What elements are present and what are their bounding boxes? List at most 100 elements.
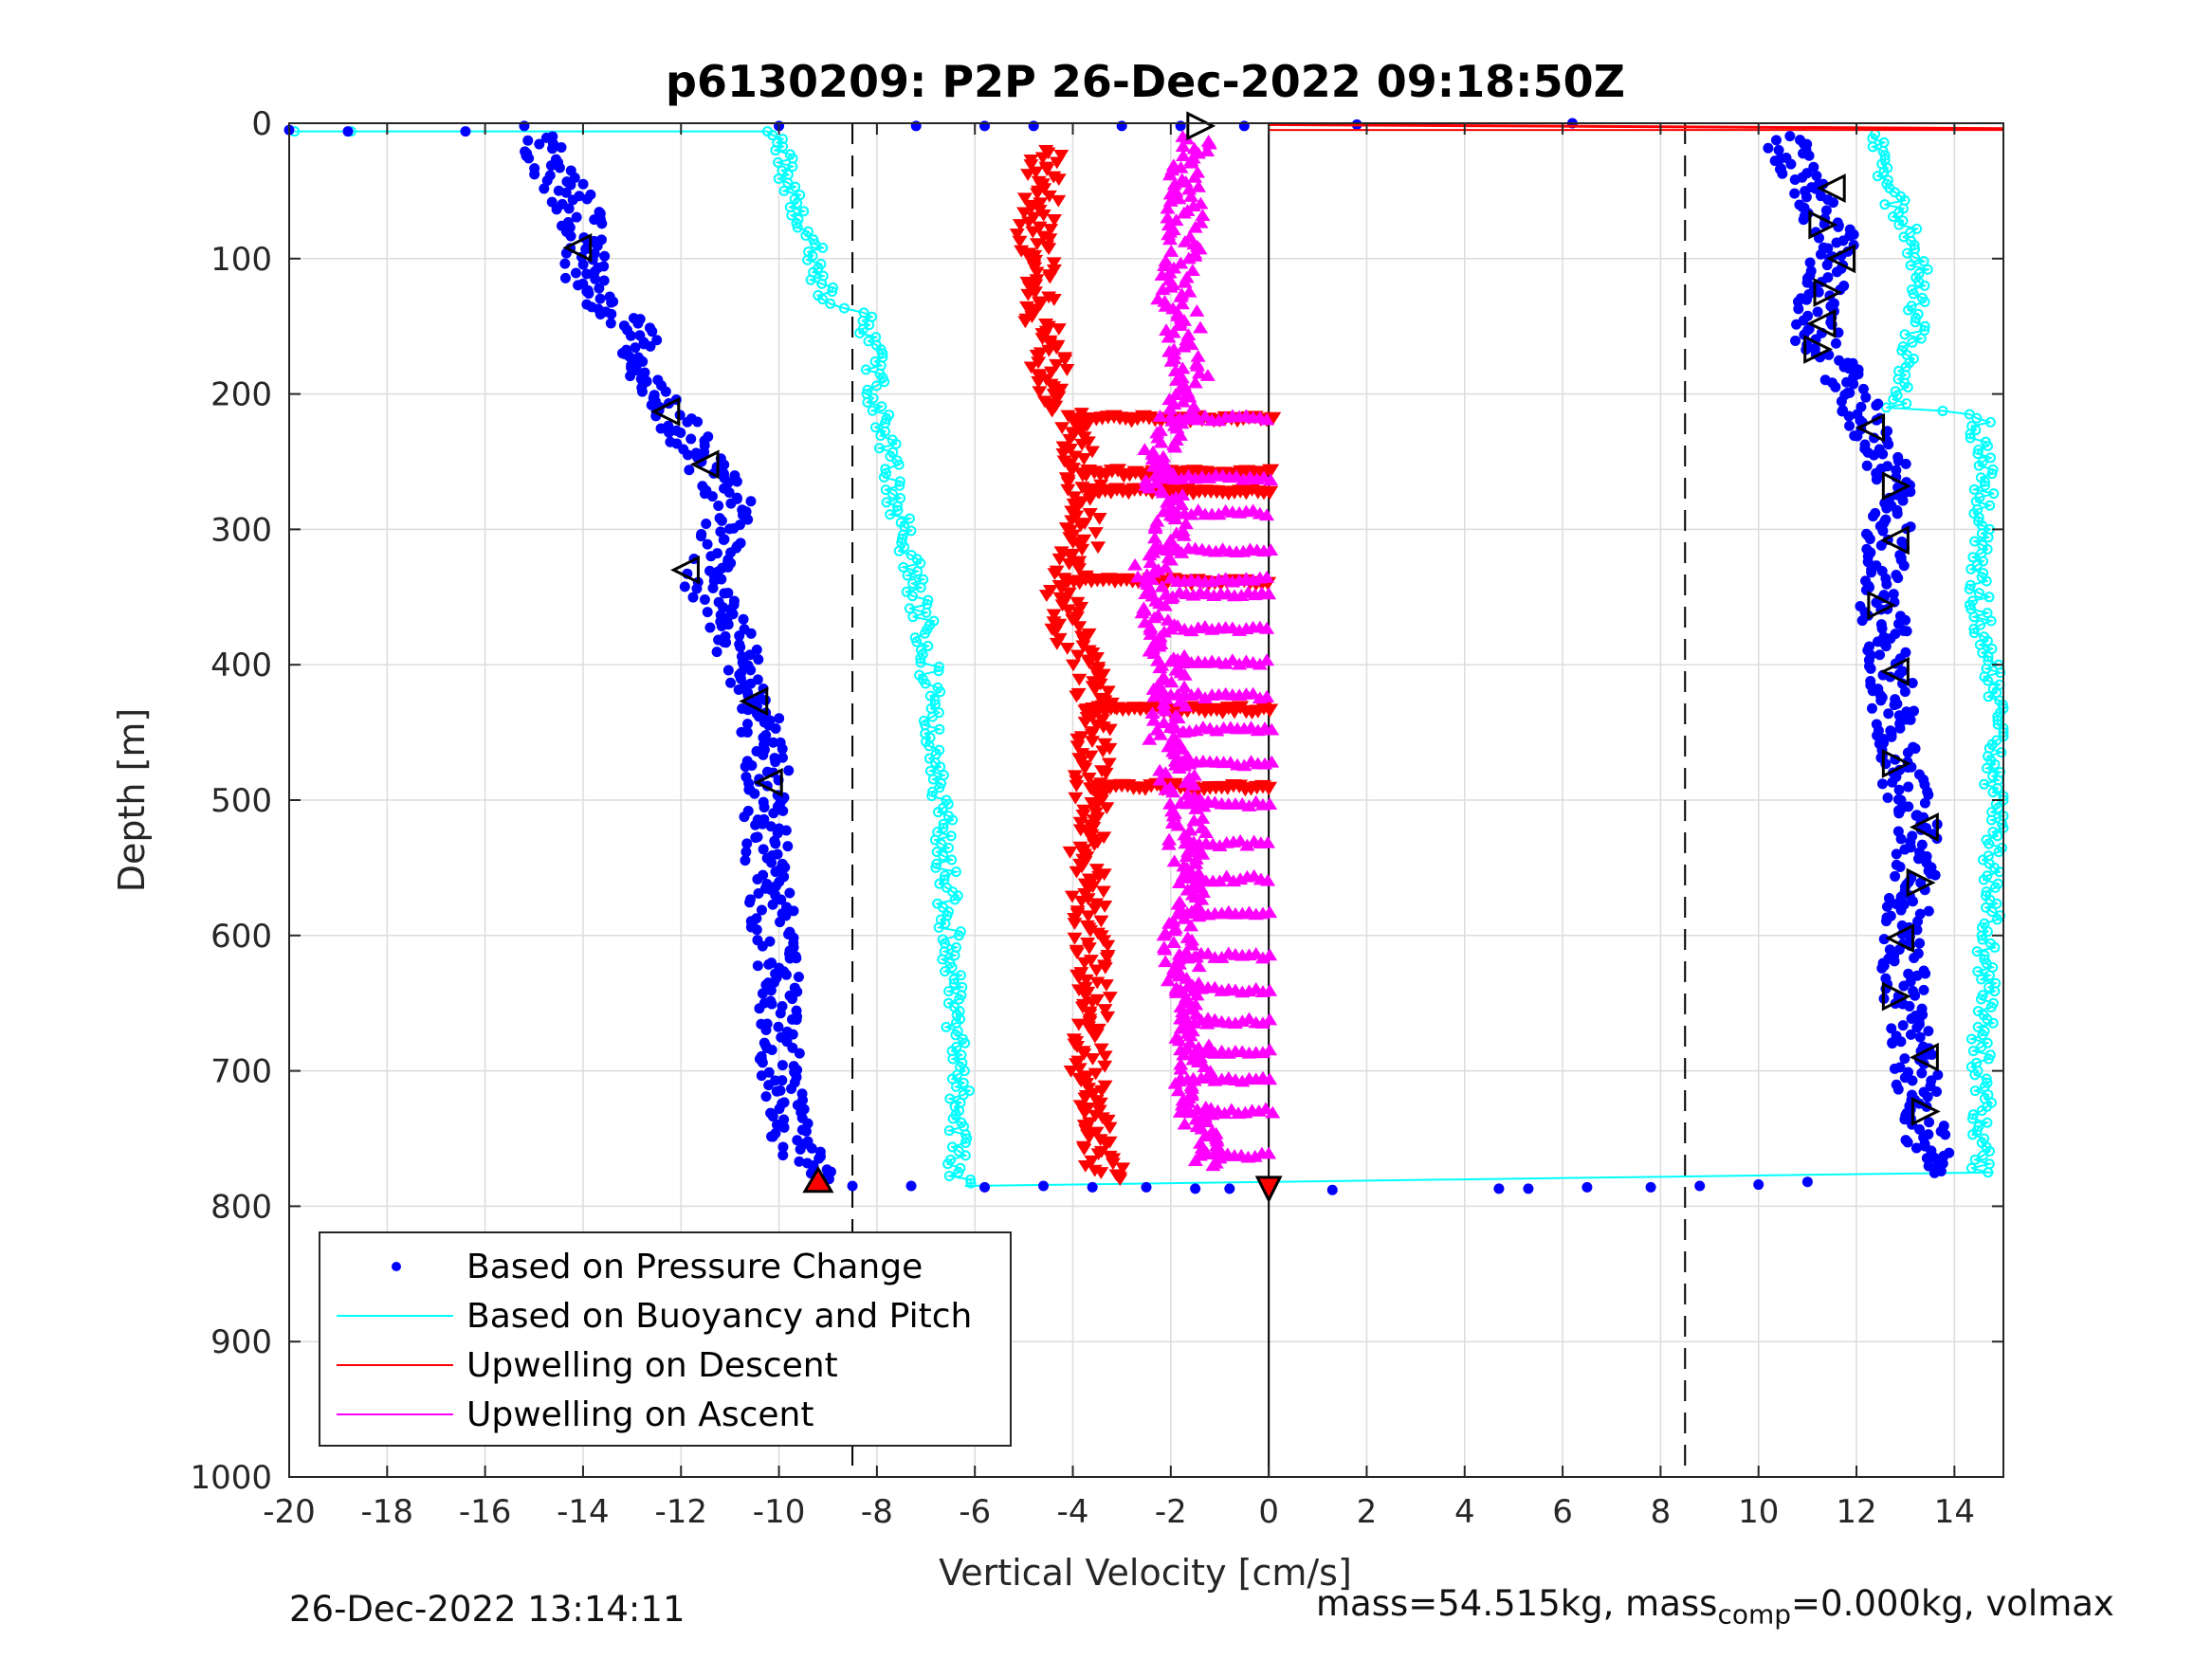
pressure-point <box>750 819 761 830</box>
pressure-point <box>1775 163 1786 174</box>
buoyancy-point <box>934 723 945 735</box>
ascent-marker <box>1881 749 1911 778</box>
pressure-point <box>795 1143 806 1155</box>
upwelling-ascent-point <box>1166 854 1182 867</box>
pressure-point <box>716 515 727 526</box>
buoyancy-point <box>1968 483 1980 495</box>
pressure-point <box>735 642 746 653</box>
upwelling-descent-point <box>1112 1174 1128 1187</box>
pressure-surface-point <box>1224 1183 1235 1194</box>
pressure-point <box>1770 135 1782 146</box>
buoyancy-point <box>1919 320 1930 332</box>
pressure-point <box>529 169 540 180</box>
upwelling-ascent-point <box>1165 809 1181 822</box>
pressure-point <box>1890 694 1901 705</box>
upwelling-descent-point <box>1088 864 1105 876</box>
upwelling-ascent-point <box>1195 209 1211 222</box>
pressure-point <box>740 761 751 773</box>
pressure-point <box>725 498 737 509</box>
buoyancy-point <box>948 977 960 989</box>
pressure-point <box>540 132 552 143</box>
upwelling-descent-point <box>1051 194 1067 208</box>
pressure-point <box>707 582 719 593</box>
pressure-point <box>541 175 553 187</box>
pressure-point <box>1890 629 1901 640</box>
buoyancy-point <box>1972 1021 1983 1032</box>
y-axis-label: Depth [m] <box>111 708 153 893</box>
upwelling-descent-point <box>1060 477 1076 490</box>
pressure-point <box>686 433 697 445</box>
upwelling-descent-point <box>1069 740 1086 754</box>
buoyancy-point <box>862 384 873 395</box>
buoyancy-point <box>1987 771 1999 782</box>
buoyancy-point <box>1977 456 1988 467</box>
upwelling-ascent-point <box>1191 366 1207 379</box>
pressure-point <box>775 1008 786 1019</box>
upwelling-descent-point <box>1081 657 1097 669</box>
pressure-point <box>753 888 764 900</box>
upwelling-descent-point <box>1051 173 1067 186</box>
buoyancy-point <box>891 501 903 512</box>
upwelling-ascent-burst-point <box>1174 546 1190 558</box>
upwelling-descent-point <box>1041 243 1057 256</box>
buoyancy-point <box>946 854 958 866</box>
pressure-point <box>725 677 737 688</box>
pressure-point <box>1908 986 1919 997</box>
pressure-surface-point <box>905 1180 917 1192</box>
pressure-point <box>1803 323 1815 335</box>
upwelling-descent-point <box>1081 1131 1097 1144</box>
buoyancy-point <box>869 422 881 433</box>
pressure-point <box>1897 1020 1909 1031</box>
upwelling-ascent-point <box>1186 813 1202 827</box>
pressure-point <box>1891 465 1902 476</box>
upwelling-descent-point <box>1047 568 1063 581</box>
pressure-point <box>758 844 769 855</box>
buoyancy-point <box>1978 568 1989 579</box>
upwelling-descent-point <box>1100 939 1116 953</box>
pressure-point <box>594 309 606 320</box>
buoyancy-point <box>773 173 784 185</box>
upwelling-ascent-burst-point <box>1173 1012 1189 1025</box>
pressure-point <box>742 514 754 525</box>
buoyancy-point <box>854 327 866 338</box>
upwelling-ascent-point <box>1193 320 1209 334</box>
footer-mass-info: mass=54.515kg, masscomp=0.000kg, volmax <box>1316 1583 2114 1630</box>
upwelling-ascent-burst-point <box>1262 1043 1278 1056</box>
pressure-point <box>1882 793 1893 804</box>
pressure-surface-point <box>1087 1181 1098 1193</box>
pressure-point <box>655 423 667 434</box>
upwelling-descent-point <box>1077 1092 1093 1105</box>
x-tick-label: -10 <box>753 1493 806 1531</box>
buoyancy-point <box>902 570 913 581</box>
pressure-point <box>791 953 802 964</box>
upwelling-descent-point <box>1069 779 1085 793</box>
pressure-point <box>745 665 757 676</box>
pressure-point <box>1876 778 1888 790</box>
upwelling-ascent-point <box>1156 928 1172 941</box>
pressure-point <box>1870 507 1881 519</box>
pressure-point <box>777 743 788 755</box>
upwelling-descent-point <box>1031 376 1047 389</box>
pressure-point <box>793 971 804 982</box>
upwelling-ascent-point <box>1195 885 1211 899</box>
upwelling-ascent-point <box>1157 259 1173 271</box>
upwelling-descent-point <box>1093 915 1109 928</box>
buoyancy-point <box>1968 628 1980 639</box>
upwelling-ascent-point <box>1191 959 1207 973</box>
upwelling-ascent-burst-point <box>1162 622 1179 635</box>
pressure-point <box>766 857 777 868</box>
buoyancy-point <box>1910 244 1921 255</box>
pressure-point <box>1802 310 1814 321</box>
pressure-point <box>704 622 716 633</box>
upwelling-descent-point <box>1057 354 1073 367</box>
series-layer <box>283 118 2009 1195</box>
pressure-point <box>1856 401 1867 412</box>
pressure-point <box>740 855 751 866</box>
pressure-point <box>757 988 768 999</box>
buoyancy-point <box>875 430 887 442</box>
upwelling-ascent-point <box>1181 182 1197 195</box>
buoyancy-point <box>1987 997 1999 1009</box>
legend: Based on Pressure Change Based on Buoyanc… <box>319 1231 1012 1447</box>
upwelling-ascent-burst-point <box>1254 1016 1271 1030</box>
pressure-point <box>780 825 792 836</box>
